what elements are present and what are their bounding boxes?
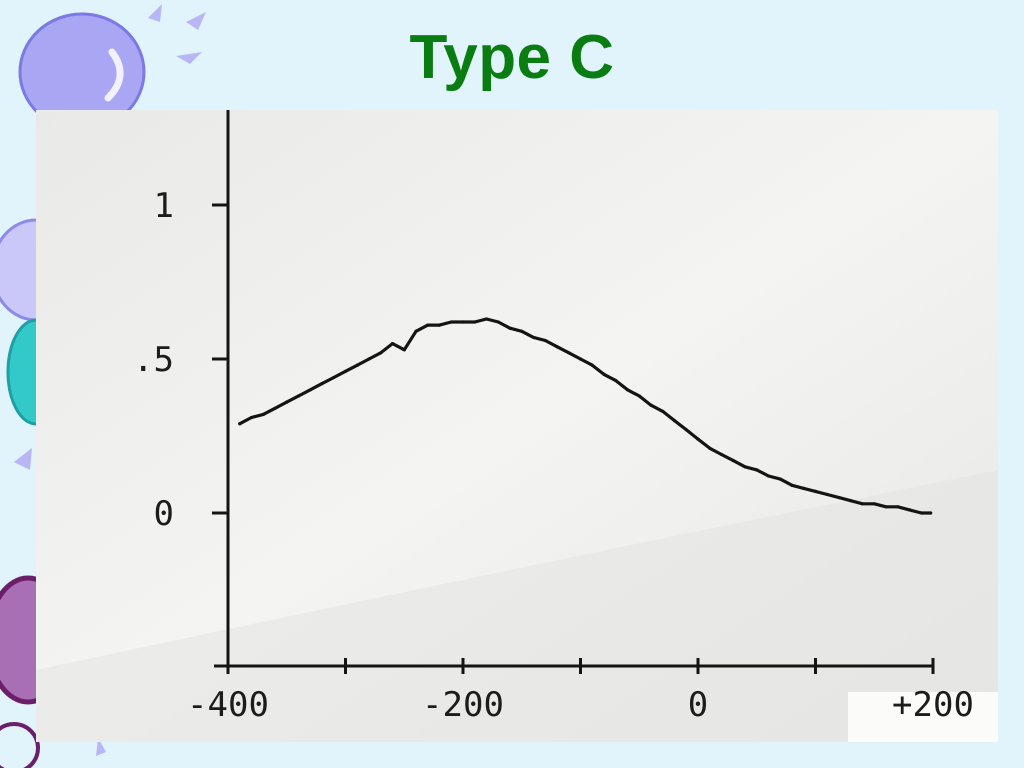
data-point bbox=[449, 320, 453, 324]
data-point bbox=[508, 326, 512, 330]
data-point bbox=[437, 323, 442, 327]
data-point bbox=[907, 508, 912, 512]
sparkle-icon bbox=[96, 738, 106, 756]
data-point bbox=[872, 502, 876, 506]
data-point bbox=[308, 388, 312, 392]
data-point bbox=[590, 363, 594, 367]
data-point bbox=[837, 496, 841, 500]
bubble-icon bbox=[0, 722, 40, 768]
data-point bbox=[884, 505, 888, 509]
x-tick-label: -200 bbox=[422, 685, 504, 725]
data-point bbox=[273, 406, 277, 410]
data-point bbox=[743, 465, 747, 469]
data-point bbox=[261, 412, 265, 416]
data-point bbox=[296, 394, 301, 398]
data-point bbox=[614, 379, 618, 383]
sparkle-icon bbox=[148, 4, 206, 64]
data-point bbox=[531, 335, 536, 339]
y-tick-label: 1 bbox=[154, 186, 174, 226]
slide-title: Type C bbox=[409, 23, 615, 92]
x-tick-label: -400 bbox=[187, 685, 269, 725]
data-point bbox=[766, 474, 771, 478]
data-point bbox=[426, 323, 430, 327]
data-point bbox=[390, 342, 395, 346]
data-point bbox=[567, 351, 571, 355]
data-point bbox=[929, 511, 933, 515]
data-point bbox=[332, 375, 336, 380]
paper-fold-shadow bbox=[36, 470, 998, 742]
data-point bbox=[708, 446, 712, 450]
data-point bbox=[320, 382, 324, 386]
line-chart: -400 -200 0 +200 0 .5 1 bbox=[36, 110, 998, 742]
data-point bbox=[461, 320, 465, 324]
data-point bbox=[414, 329, 418, 333]
data-point bbox=[355, 363, 359, 367]
data-point bbox=[367, 357, 371, 361]
data-point bbox=[896, 505, 900, 509]
data-point bbox=[578, 357, 583, 361]
data-point bbox=[731, 459, 735, 463]
y-tick-label: 0 bbox=[154, 494, 174, 534]
data-point bbox=[849, 499, 853, 503]
x-tick-label: 0 bbox=[688, 685, 708, 725]
data-point bbox=[661, 409, 665, 413]
data-point bbox=[825, 492, 829, 497]
series-line bbox=[238, 317, 933, 515]
data-point bbox=[520, 329, 524, 333]
data-point bbox=[343, 369, 348, 373]
data-point bbox=[755, 468, 759, 472]
data-point bbox=[696, 437, 700, 441]
data-point bbox=[496, 320, 500, 324]
data-point bbox=[249, 415, 254, 420]
data-point bbox=[602, 372, 606, 376]
chart-photo: -400 -200 0 +200 0 .5 1 bbox=[36, 110, 998, 742]
data-point bbox=[919, 511, 923, 515]
data-point bbox=[813, 489, 818, 493]
data-point bbox=[637, 394, 641, 398]
data-point bbox=[790, 483, 794, 487]
data-point bbox=[555, 345, 559, 349]
data-point bbox=[649, 403, 653, 407]
bubble-icon bbox=[18, 12, 146, 132]
data-point bbox=[625, 388, 630, 392]
data-point bbox=[473, 320, 477, 324]
data-point bbox=[672, 419, 677, 423]
data-point bbox=[402, 348, 406, 352]
sparkle-icon bbox=[14, 448, 32, 470]
data-point bbox=[285, 400, 289, 404]
data-point bbox=[802, 486, 806, 490]
data-point bbox=[238, 422, 242, 426]
data-point bbox=[684, 428, 688, 432]
y-tick-label: .5 bbox=[133, 340, 174, 380]
label-patch bbox=[848, 692, 998, 742]
data-point bbox=[860, 502, 865, 506]
data-point bbox=[543, 338, 547, 343]
data-point bbox=[778, 477, 782, 481]
x-tick-label: +200 bbox=[892, 685, 974, 725]
data-point bbox=[379, 351, 383, 355]
data-point bbox=[484, 317, 489, 321]
data-point bbox=[719, 452, 724, 457]
